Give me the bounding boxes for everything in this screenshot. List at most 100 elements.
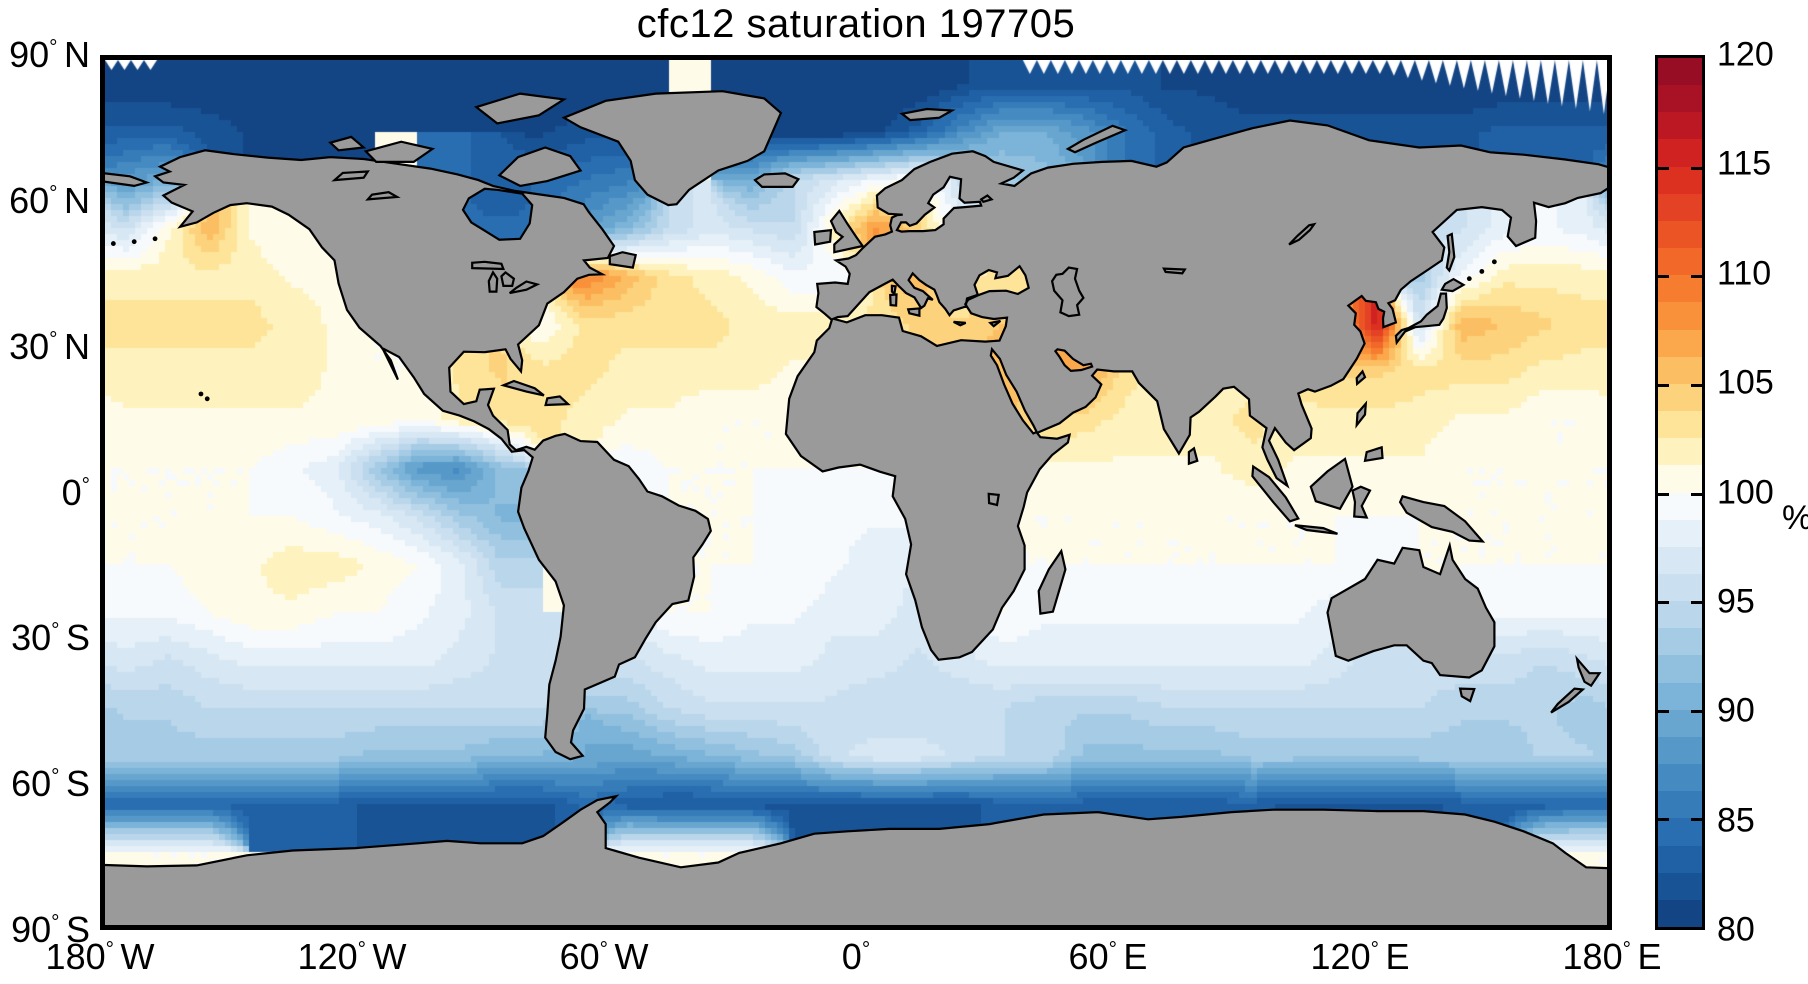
colorbar-band: [1658, 411, 1702, 439]
colorbar-band: [1658, 329, 1702, 357]
small-island-dot: [204, 396, 210, 402]
landmass-svalbard: [899, 107, 956, 122]
small-island-dot: [1491, 259, 1497, 265]
landmass-nz_south: [1550, 687, 1586, 714]
tick-value: 90: [9, 34, 50, 75]
y-axis-tick-label: 60° S: [0, 763, 90, 805]
colorbar-tick-label: 100: [1717, 473, 1774, 511]
colorbar-band: [1658, 166, 1702, 194]
hemisphere-letter: W: [614, 936, 649, 977]
y-axis-tick-label: 30° N: [0, 326, 90, 368]
landmass-chukotka_w: [105, 172, 151, 188]
colorbar-tick-label: 90: [1717, 691, 1755, 730]
landmass-cyprus: [988, 319, 1002, 328]
landmass-cuba: [499, 379, 545, 397]
y-axis-tick-label: 90° N: [0, 34, 90, 76]
tick-value: 180: [45, 936, 106, 977]
small-island-dot: [152, 236, 158, 242]
colorbar-band: [1658, 655, 1702, 683]
colorbar-band: [1658, 845, 1702, 873]
x-axis-tick-label: 120° E: [1311, 936, 1410, 978]
colorbar-band: [1658, 818, 1702, 846]
tick-value: 30: [11, 617, 52, 659]
y-axis-tick-label: 30° S: [0, 617, 90, 659]
degree-symbol: °: [861, 938, 871, 962]
landmass-borneo: [1309, 457, 1354, 511]
colorbar-tick-mark: [1658, 383, 1669, 387]
small-island-dot: [131, 239, 137, 245]
colorbar-tick-label: 120: [1717, 35, 1774, 74]
colorbar-tick-mark: [1658, 601, 1669, 605]
colorbar-tick-mark: [1691, 383, 1702, 387]
degree-symbol: °: [105, 938, 114, 962]
landmass-north-south-america: [152, 149, 712, 761]
colorbar-band: [1658, 302, 1702, 330]
colorbar-band: [1658, 899, 1702, 927]
landmass-eurasia-africa: [784, 119, 1607, 661]
small-island-dot: [110, 241, 116, 246]
colorbar-band: [1658, 356, 1702, 384]
colorbar-band: [1658, 492, 1702, 520]
colorbar-band: [1658, 682, 1702, 710]
tick-value: 60: [9, 179, 50, 221]
colorbar-tick-mark: [1658, 166, 1669, 170]
colorbar-tick-mark: [1691, 818, 1702, 822]
landmass-madagascar: [1037, 548, 1067, 615]
lake-gslave: [365, 191, 401, 201]
lake-baikal: [1288, 222, 1317, 246]
colorbar-band: [1658, 628, 1702, 656]
hemisphere-letter: S: [65, 763, 90, 805]
degree-symbol: °: [49, 181, 58, 205]
small-island-dot: [198, 391, 204, 397]
landmass-hispaniola: [544, 395, 571, 407]
small-island-dot: [1479, 269, 1485, 274]
landmass-ireland: [813, 228, 833, 246]
degree-symbol: °: [1622, 938, 1631, 962]
landmass-uk: [829, 209, 865, 254]
colorbar-bands: [1658, 58, 1702, 927]
landmass-tasmania: [1458, 687, 1476, 703]
x-axis-tick-label: 60° W: [560, 936, 649, 978]
colorbar-band: [1658, 139, 1702, 167]
lake-gbear: [331, 170, 370, 182]
colorbar-band: [1658, 248, 1702, 276]
colorbar-tick-mark: [1691, 492, 1702, 496]
lake-michigan: [487, 270, 499, 293]
landmass-baffin: [497, 146, 583, 188]
colorbar-tick-label: 95: [1717, 582, 1755, 621]
landmass-sakhalin: [1445, 232, 1456, 273]
landmass-java: [1294, 524, 1338, 535]
landmass-corsica: [890, 284, 897, 296]
x-axis-tick-label: 0°: [842, 936, 870, 978]
tick-value: 60: [11, 763, 52, 805]
colorbar-band: [1658, 383, 1702, 412]
degree-symbol: °: [81, 473, 90, 497]
tick-value: 30: [9, 325, 50, 367]
colorbar-band: [1658, 85, 1702, 113]
colorbar-tick-mark: [1658, 709, 1669, 713]
landmass-luzon: [1355, 400, 1368, 429]
colorbar-unit-label: %: [1782, 499, 1808, 538]
colorbar-band: [1658, 438, 1702, 466]
landmass-srilanka: [1187, 446, 1199, 466]
landmass-banks: [328, 135, 367, 152]
x-axis-tick-label: 180° W: [46, 936, 155, 978]
landmass-victoria: [363, 140, 436, 163]
colorbar-tick-mark: [1691, 275, 1702, 279]
degree-symbol: °: [49, 36, 58, 60]
colorbar-band: [1658, 601, 1702, 629]
hemisphere-letter: W: [372, 936, 407, 977]
landmass-ellesmere: [473, 92, 568, 125]
landmass-australia: [1326, 541, 1496, 679]
colorbar-tick-mark: [1658, 275, 1669, 279]
colorbar-band: [1658, 546, 1702, 574]
lake-lvictoria: [987, 492, 1000, 507]
y-axis-tick-label: 90° S: [0, 909, 90, 951]
landmass-sardinia: [889, 293, 898, 307]
colorbar-tick-label: 85: [1717, 801, 1755, 840]
colorbar-band: [1658, 573, 1702, 602]
lake-superior: [471, 260, 506, 271]
colorbar-band: [1658, 709, 1702, 737]
tick-value: 0: [841, 936, 862, 977]
